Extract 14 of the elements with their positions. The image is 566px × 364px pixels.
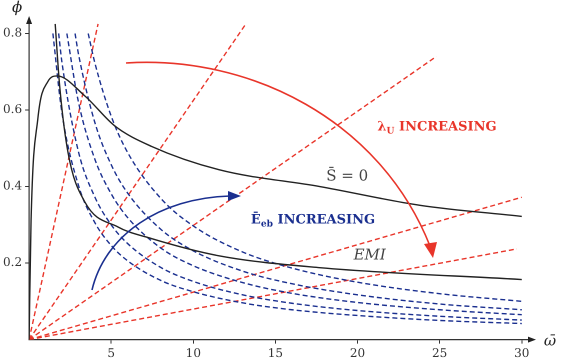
- y-tick-label: 0.6: [2, 102, 22, 116]
- x-tick-label: 25: [432, 346, 448, 360]
- series-label: EMI: [352, 245, 387, 264]
- x-tick-label: 30: [514, 346, 530, 360]
- y-tick-label: 0.2: [2, 255, 22, 270]
- y-tick-label: 0.8: [2, 26, 22, 40]
- x-tick-label: 5: [107, 346, 116, 360]
- x-tick-label: 10: [186, 346, 201, 360]
- x-tick-label: 15: [268, 346, 284, 360]
- y-axis-title: ϕ: [12, 0, 22, 16]
- x-axis-title: ω̄: [544, 331, 556, 350]
- y-tick-label: 0.4: [2, 178, 22, 193]
- x-tick-label: 20: [350, 346, 366, 360]
- series-label: S̄ = 0: [326, 166, 368, 185]
